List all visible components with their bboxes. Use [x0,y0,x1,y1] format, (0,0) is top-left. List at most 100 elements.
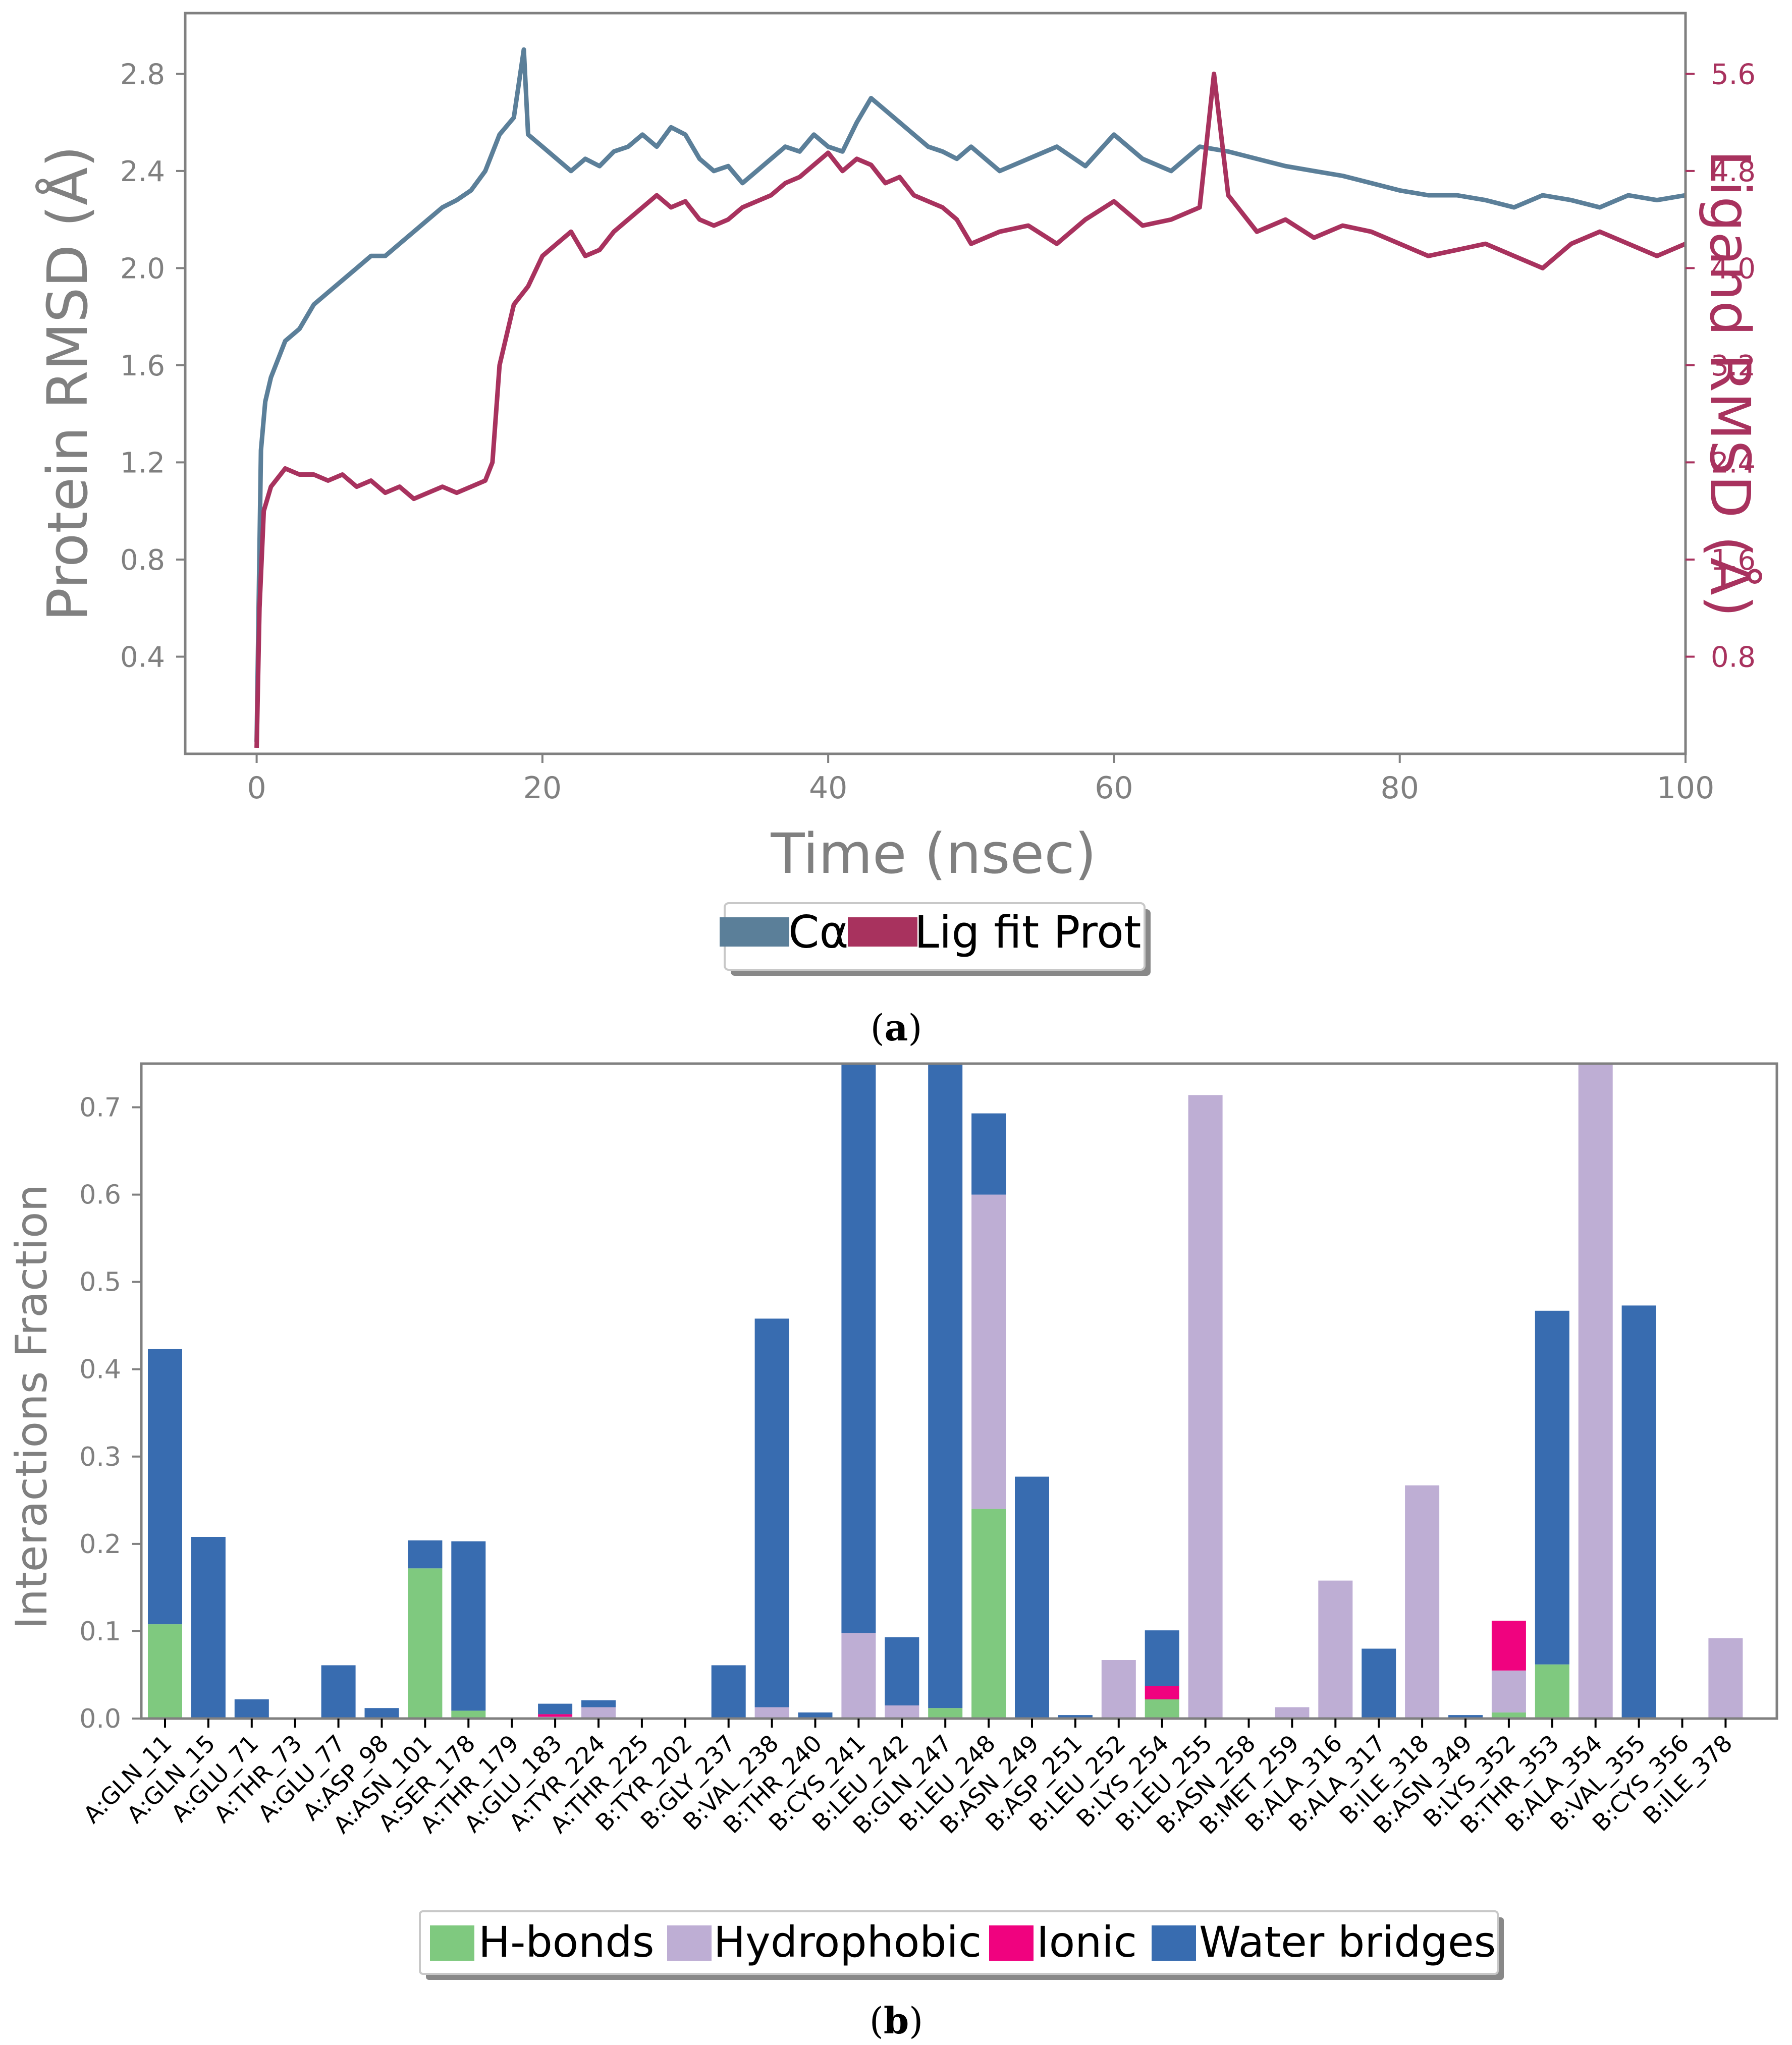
legend-label-ligand: Lig fit Prot [914,906,1141,958]
bar-segment-hydrophobic [1578,1064,1613,1719]
y2-tick-label: 4.8 [1711,155,1756,188]
legend-label-hbonds: H-bonds [478,1917,655,1967]
caption-a: (a) [871,1006,922,1049]
bar-segment-water-bridges [971,1113,1006,1195]
bar-segment-hbonds [1535,1664,1569,1719]
y-tick-label: 0.2 [79,1529,121,1560]
legend-swatch-hydrophobic [667,1925,712,1961]
bar-segment-water-bridges [798,1712,833,1719]
x-tick-label: 20 [523,770,562,806]
bar-segment-hydrophobic [1491,1670,1526,1712]
bar-segment-water-bridges [754,1318,789,1707]
bar-segment-hydrophobic [1188,1095,1223,1719]
bar-segment-water-bridges [1535,1310,1569,1665]
bar-segment-hydrophobic [1101,1660,1136,1719]
bar-segment-hydrophobic [1318,1580,1353,1719]
x-tick-label: 0 [247,770,266,806]
y2-tick-label: 0.8 [1711,641,1756,674]
legend-label-hydrophobic: Hydrophobic [714,1917,982,1967]
panel-a-plot-frame [184,12,1687,755]
y-tick-label: 0.7 [79,1093,121,1123]
bar-segment-water-bridges [1058,1715,1093,1719]
bar-segment-water-bridges [1448,1715,1483,1719]
bar-segment-water-bridges [1621,1305,1656,1719]
bar-segment-water-bridges [711,1665,746,1719]
y-tick-label: 0.1 [79,1617,121,1647]
y-tick-label: 2.4 [120,155,165,188]
bar-segment-hbonds [1491,1712,1526,1719]
y-tick-label: 0.4 [120,641,165,674]
y-tick-label: 0.3 [79,1442,121,1472]
bar-segment-hydrophobic [1708,1638,1743,1719]
bar-segment-hydrophobic [1405,1485,1440,1719]
y2-tick-label: 3.2 [1711,350,1756,382]
bar-segment-hbonds [928,1708,963,1719]
panel-a-rmsd-plot: 0 20 40 60 80 100 0.4 0.8 1.2 1.6 2.0 2.4 2.8 0.8 1.… [35,12,1763,1049]
bar-segment-hydrophobic [971,1194,1006,1509]
y-tick-label: 0.4 [79,1355,121,1385]
bar-segment-hydrophobic [885,1705,919,1719]
bar-segment-hbonds [451,1710,486,1719]
panel-b-y-ticks: 0.0 0.1 0.2 0.3 0.4 0.5 0.6 0.7 [79,1093,141,1734]
y2-tick-label: 2.4 [1711,447,1756,479]
y-tick-label: 0.8 [120,544,165,577]
bar-segment-water-bridges [581,1700,616,1707]
panel-b-y-axis-label: Interactions Fraction [7,1184,57,1629]
panel-a-y-ticks: 0.4 0.8 1.2 1.6 2.0 2.4 2.8 [120,58,185,674]
bar-segment-water-bridges [1145,1630,1179,1686]
rmsd-lines [254,47,1687,748]
panel-a-y2-ticks: 0.8 1.6 2.4 3.2 4.0 4.8 5.6 [1686,58,1756,674]
bar-segment-water-bridges [1015,1476,1049,1719]
panel-b-x-ticks: A:GLN_11A:GLN_15A:GLU_71A:THR_73A:GLU_77… [78,1719,1737,1840]
bar-segment-water-bridges [1362,1648,1396,1719]
bar-segment-water-bridges [885,1637,919,1705]
y2-tick-label: 1.6 [1711,544,1756,577]
interaction-bars [148,1064,1743,1719]
panel-a-legend: Cα Lig fit Prot [720,902,1151,976]
bar-segment-water-bridges [408,1540,443,1569]
y2-tick-label: 4.0 [1711,252,1756,285]
bar-segment-water-bridges [451,1541,486,1711]
legend-label-ionic: Ionic [1037,1917,1137,1967]
panel-a-x-ticks: 0 20 40 60 80 100 [247,754,1714,806]
bar-segment-water-bridges [841,1064,876,1633]
legend-swatch-ionic [989,1925,1034,1961]
y-tick-label: 0.6 [79,1180,121,1210]
x-tick-label: 100 [1657,770,1715,806]
bar-segment-water-bridges [191,1537,226,1719]
legend-label-calpha: Cα [788,906,848,958]
panel-a-y-axis-label: Protein RMSD (Å) [35,146,100,621]
bar-segment-hbonds [1145,1699,1179,1719]
bar-segment-water-bridges [234,1699,269,1719]
legend-swatch-water [1152,1925,1196,1961]
series-line-ligand [254,71,1687,748]
legend-swatch-calpha [720,917,789,947]
y-tick-label: 2.0 [120,252,165,285]
bar-segment-hydrophobic [754,1707,789,1719]
caption-a-letter: a [885,1006,908,1049]
panel-a-y2-axis-label: Ligand RMSD (Å) [1698,150,1763,617]
bar-segment-hbonds [148,1624,182,1719]
y2-tick-label: 5.6 [1711,58,1756,91]
y-tick-label: 2.8 [120,58,165,91]
bar-segment-water-bridges [321,1665,356,1719]
bar-segment-water-bridges [538,1703,573,1715]
bar-segment-water-bridges [928,1064,963,1708]
panel-a-x-axis-label: Time (nsec) [770,821,1096,886]
bar-segment-hydrophobic [1275,1707,1310,1719]
series-line-calpha [254,47,1686,742]
legend-swatch-hbonds [430,1925,474,1961]
panel-b-interactions-chart: 0.0 0.1 0.2 0.3 0.4 0.5 0.6 0.7 A:GLN_11A:GLN_1… [7,1062,1778,2042]
y-tick-label: 0.0 [79,1704,121,1734]
y-tick-label: 0.5 [79,1267,121,1298]
bar-segment-water-bridges [148,1349,182,1625]
bar-segment-hydrophobic [841,1633,876,1719]
caption-b-letter: b [884,1999,909,2042]
bar-segment-ionic [538,1714,573,1717]
legend-label-water: Water bridges [1199,1917,1496,1967]
bar-segment-ionic [1491,1621,1526,1671]
y-tick-label: 1.2 [120,447,165,479]
x-tick-label: 40 [809,770,847,806]
caption-b: (b) [870,1999,924,2042]
